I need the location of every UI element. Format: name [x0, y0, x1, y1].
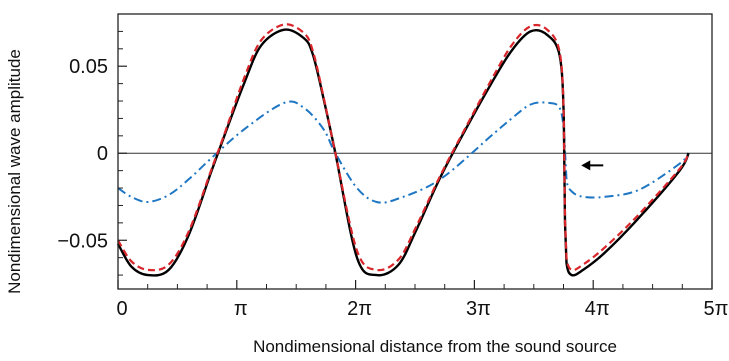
series-dashdot-line — [117, 100, 690, 204]
x-axis-title: Nondimensional distance from the sound s… — [253, 337, 617, 356]
y-axis-title: Nondimensional wave amplitude — [5, 49, 24, 294]
series-solid-line — [116, 28, 690, 277]
y-tick-label: 0.05 — [69, 56, 108, 78]
x-tick-label: 3π — [466, 298, 491, 320]
annotation-arrow-head — [581, 160, 591, 171]
x-tick-label: 5π — [704, 298, 729, 320]
x-tick-label: π — [234, 298, 248, 320]
x-tick-label: 4π — [585, 298, 610, 320]
x-tick-label: 2π — [347, 298, 372, 320]
label-layer: 0 π 2π 3π 4π 5π 0.05 0 −0.05 — [57, 56, 728, 320]
plot-frame — [117, 13, 713, 290]
series-dashed-line — [117, 23, 690, 272]
y-tick-label: 0 — [97, 143, 108, 165]
y-tick-label: −0.05 — [57, 230, 108, 252]
axes-layer — [117, 13, 713, 290]
plot-layer — [116, 23, 712, 277]
x-tick-label: 0 — [116, 298, 127, 320]
